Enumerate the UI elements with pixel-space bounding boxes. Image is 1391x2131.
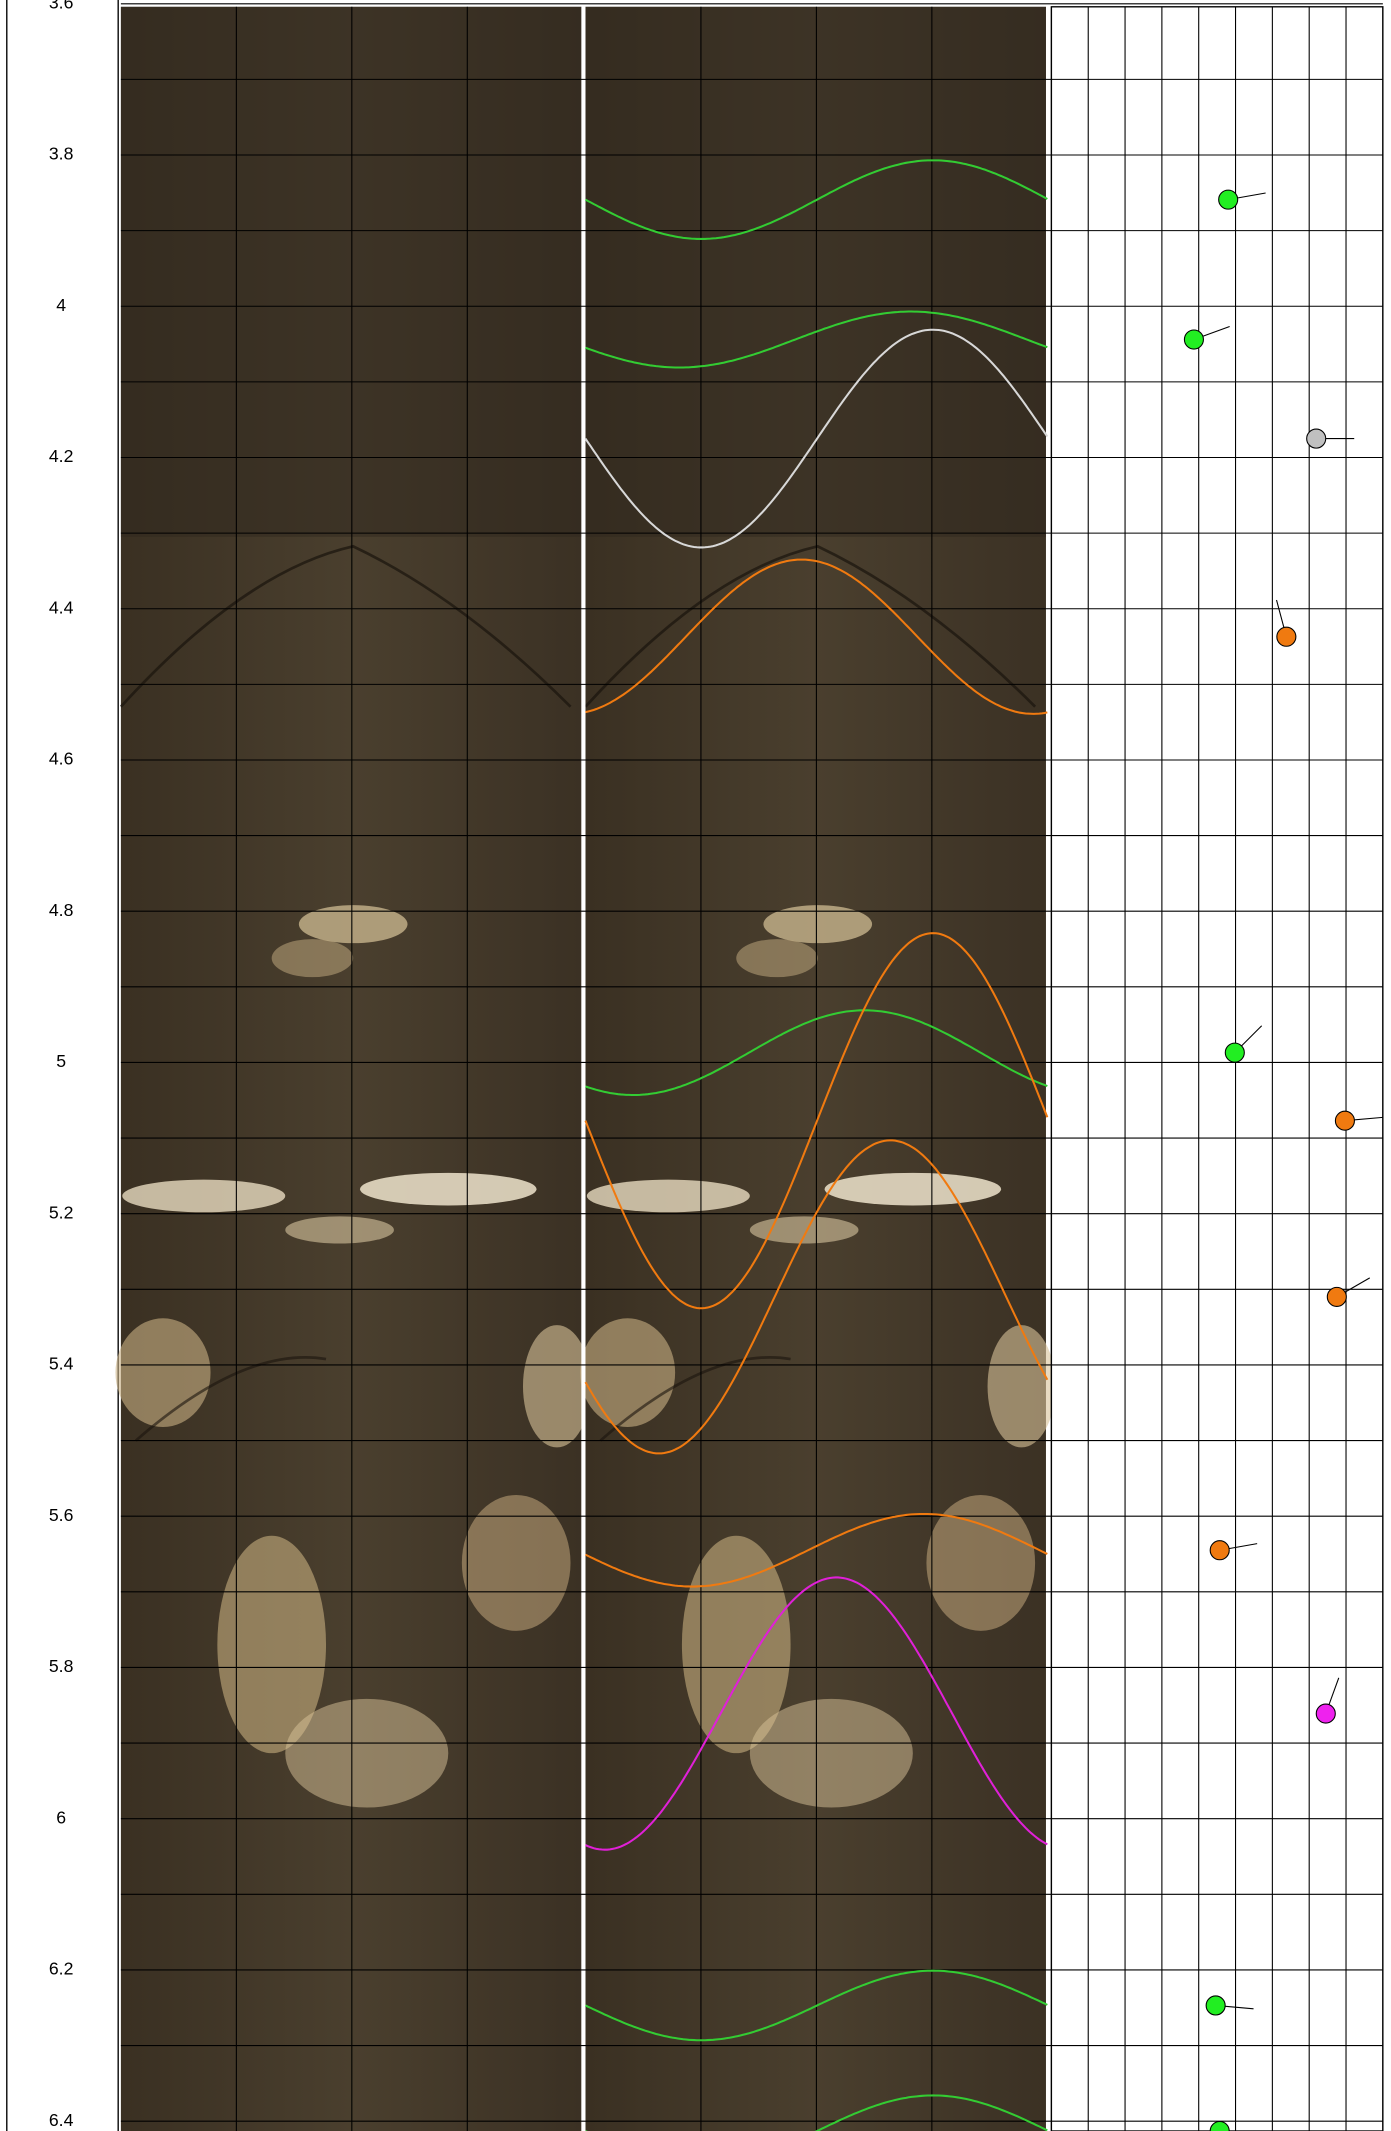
- y-tick-label: 5.4: [49, 1354, 74, 1374]
- sinusoid: [584, 932, 1049, 1310]
- tadpole: [1306, 428, 1327, 449]
- sinusoid: [585, 310, 1048, 369]
- y-tick-label: 6: [56, 1807, 66, 1827]
- sinusoid: [585, 2094, 1048, 2131]
- tadpole: [1218, 189, 1239, 210]
- sinusoid: [585, 1512, 1048, 1588]
- sinusoid: [585, 558, 1048, 715]
- sinusoid: [584, 328, 1049, 549]
- y-tick-label: 3.6: [49, 0, 74, 12]
- y-tick-label: 4.8: [49, 900, 74, 920]
- y-tick-label: 5: [56, 1051, 66, 1071]
- tadpole: [1209, 2120, 1230, 2131]
- sinusoid: [584, 1139, 1049, 1455]
- y-tick-label: 6.2: [49, 1959, 74, 1979]
- sinusoid: [585, 1009, 1048, 1097]
- core-image-interpreted: [578, 5, 1057, 2131]
- y-tick-label: 4.4: [49, 597, 74, 617]
- sinusoid: [585, 1576, 1048, 1851]
- y-tick-label: 5.2: [49, 1202, 74, 1222]
- tadpole: [1183, 329, 1204, 350]
- sinusoid: [584, 159, 1048, 240]
- y-tick-label: 3.8: [49, 144, 74, 164]
- tadpole-track: [1050, 6, 1384, 2131]
- tadpole: [1326, 1286, 1347, 1307]
- tadpole: [1224, 1042, 1245, 1063]
- tadpole: [1334, 1110, 1355, 1131]
- y-tick-label: 6.4: [49, 2110, 74, 2130]
- y-tick-label: 5.8: [49, 1656, 74, 1676]
- y-tick-label: 4: [56, 295, 66, 315]
- tadpole: [1276, 626, 1297, 647]
- y-tick-label: 4.6: [49, 749, 74, 769]
- tadpole: [1315, 1703, 1336, 1724]
- y-tick-label: 5.6: [49, 1505, 74, 1525]
- sinusoid: [585, 1969, 1048, 2042]
- core-image-raw: [114, 5, 593, 2131]
- tadpole: [1205, 1995, 1226, 2016]
- y-tick-label: 4.2: [49, 446, 74, 466]
- tadpole: [1209, 1540, 1230, 1561]
